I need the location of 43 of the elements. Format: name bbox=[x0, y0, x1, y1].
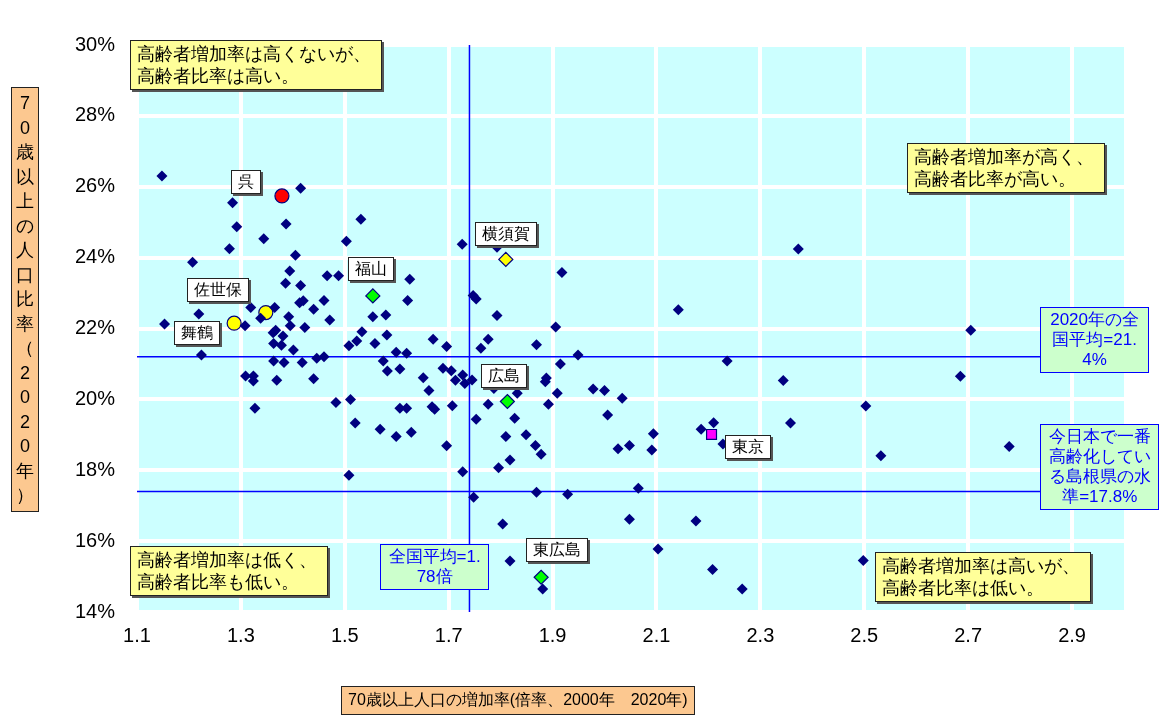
y-tick-label: 20% bbox=[74, 386, 116, 409]
x-tick-label: 2.7 bbox=[954, 623, 983, 646]
series-label: 福山 bbox=[347, 256, 394, 281]
x-tick-label: 1.9 bbox=[538, 623, 567, 646]
series-label: 呉 bbox=[230, 169, 261, 194]
y-tick-label: 24% bbox=[74, 245, 116, 268]
x-tick-label: 1.1 bbox=[123, 623, 151, 646]
point bbox=[274, 188, 290, 204]
annotation: 全国平均=1.78倍 bbox=[380, 544, 490, 590]
point bbox=[226, 315, 242, 331]
series-label: 東京 bbox=[724, 435, 771, 460]
annotation: 高齢者増加率は高いが、高齢者比率は低い。 bbox=[875, 552, 1091, 602]
x-tick-label: 2.9 bbox=[1058, 623, 1086, 646]
x-tick-label: 2.3 bbox=[746, 623, 775, 646]
y-tick-label: 28% bbox=[74, 103, 116, 126]
point bbox=[533, 569, 549, 585]
y-tick-label: 22% bbox=[74, 316, 116, 339]
point bbox=[365, 288, 381, 304]
annotation: 高齢者増加率は高くないが、高齢者比率は高い。 bbox=[130, 40, 382, 90]
series-label: 東広島 bbox=[526, 538, 589, 563]
x-tick-label: 1.5 bbox=[330, 623, 359, 646]
point bbox=[705, 428, 718, 441]
point bbox=[498, 251, 514, 267]
annotation: 高齢者増加率が高く、高齢者比率が高い。 bbox=[907, 143, 1105, 193]
text: 70歳以上の人口比率（2020年） bbox=[16, 93, 34, 505]
x-axis-title: 70歳以上人口の増加率(倍率、2000年 2020年) bbox=[341, 686, 695, 715]
y-tick-label: 16% bbox=[74, 528, 116, 551]
annotation: 高齢者増加率は低く、高齢者比率も低い。 bbox=[130, 546, 328, 596]
point bbox=[499, 393, 515, 410]
y-tick-label: 14% bbox=[74, 599, 116, 622]
annotation: 今日本で一番高齢化している島根県の水準=17.8% bbox=[1040, 424, 1160, 510]
x-tick-label: 2.5 bbox=[850, 623, 879, 646]
y-tick-label: 26% bbox=[74, 174, 116, 197]
series-label: 広島 bbox=[481, 363, 528, 388]
y-tick-label: 18% bbox=[74, 457, 116, 480]
x-tick-label: 1.3 bbox=[226, 623, 255, 646]
series-label: 佐世保 bbox=[186, 277, 249, 302]
series-label: 横須賀 bbox=[474, 222, 537, 247]
x-tick-label: 2.1 bbox=[642, 623, 671, 646]
x-tick-label: 1.7 bbox=[434, 623, 463, 646]
y-tick-label: 30% bbox=[74, 32, 116, 55]
series-label: 舞鶴 bbox=[174, 321, 221, 346]
annotation: 2020年の全国平均=21.4% bbox=[1040, 307, 1150, 373]
